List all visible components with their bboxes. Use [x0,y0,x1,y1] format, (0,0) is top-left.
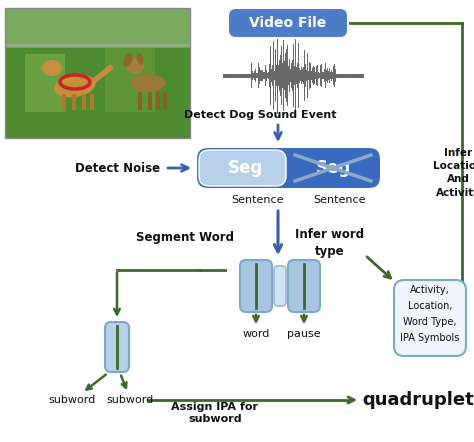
Text: quadruplet: quadruplet [362,391,474,409]
Text: Activity,: Activity, [410,285,450,295]
FancyBboxPatch shape [105,322,129,372]
Bar [25,53,65,112]
Text: pause: pause [287,329,321,339]
Bar [5,44,190,49]
Text: Sentence: Sentence [314,195,366,205]
Bar [156,92,160,110]
FancyBboxPatch shape [240,260,272,312]
FancyBboxPatch shape [288,260,320,312]
Ellipse shape [124,53,132,67]
FancyBboxPatch shape [394,280,466,356]
Ellipse shape [42,60,62,76]
Text: Detect Dog Sound Event: Detect Dog Sound Event [184,110,336,120]
Bar [138,92,142,110]
Text: Video File: Video File [249,16,327,30]
Text: subword: subword [106,395,154,405]
Text: Seg: Seg [228,159,263,177]
Text: IPA Symbols: IPA Symbols [401,333,460,343]
Text: Assign IPA for
subword: Assign IPA for subword [172,402,258,424]
Text: Detect Noise: Detect Noise [75,161,161,175]
Ellipse shape [54,75,96,97]
Bar [5,8,190,138]
Text: Infer
Location
And
Activity: Infer Location And Activity [433,148,474,198]
Text: Seg: Seg [315,159,351,177]
Text: Word Type,: Word Type, [403,317,457,327]
Text: word: word [242,329,270,339]
Bar [5,8,190,47]
FancyBboxPatch shape [228,8,348,38]
Bar [5,47,190,138]
Text: subword: subword [48,395,96,405]
Bar [90,94,94,110]
FancyBboxPatch shape [199,150,286,186]
Ellipse shape [130,74,165,92]
FancyBboxPatch shape [274,266,286,306]
Bar [82,94,86,110]
Ellipse shape [126,58,144,74]
Text: Sentence: Sentence [232,195,284,205]
Bar [72,94,76,110]
FancyBboxPatch shape [196,147,381,189]
Text: Infer word
type: Infer word type [295,229,365,258]
Bar [163,92,167,110]
Bar [148,92,152,110]
Text: Location,: Location, [408,301,452,311]
Text: Segment Word: Segment Word [136,232,234,244]
Ellipse shape [137,53,143,65]
Bar [105,47,155,112]
Bar [62,94,66,110]
